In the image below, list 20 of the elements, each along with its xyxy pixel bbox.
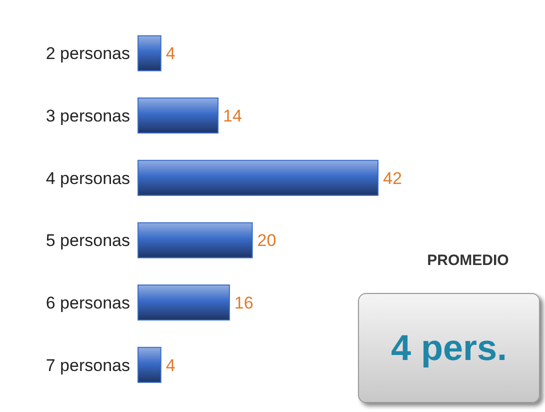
- bar: [138, 160, 378, 196]
- y-tick-label: 4 personas: [46, 168, 130, 188]
- bar: [138, 284, 230, 321]
- y-tick-label: 6 personas: [46, 294, 130, 313]
- bar: [138, 98, 218, 134]
- text: PROMEDIO: [426, 252, 510, 269]
- y-tick-label: 5 personas: [46, 231, 130, 250]
- data-label: 14: [223, 106, 242, 126]
- y-tick-label: 7 personas: [46, 356, 130, 375]
- data-label: 4: [166, 44, 176, 64]
- bar: [138, 222, 253, 258]
- bar: [138, 35, 162, 72]
- data-label: 20: [257, 231, 276, 250]
- bar: [138, 346, 162, 383]
- data-label: 42: [383, 168, 402, 188]
- label-box: 4 pers.: [358, 293, 540, 403]
- data-label: 16: [234, 294, 254, 313]
- y-tick-label: 3 personas: [46, 106, 130, 126]
- data-label: 4: [166, 356, 176, 375]
- y-tick-label: 2 personas: [46, 44, 130, 64]
